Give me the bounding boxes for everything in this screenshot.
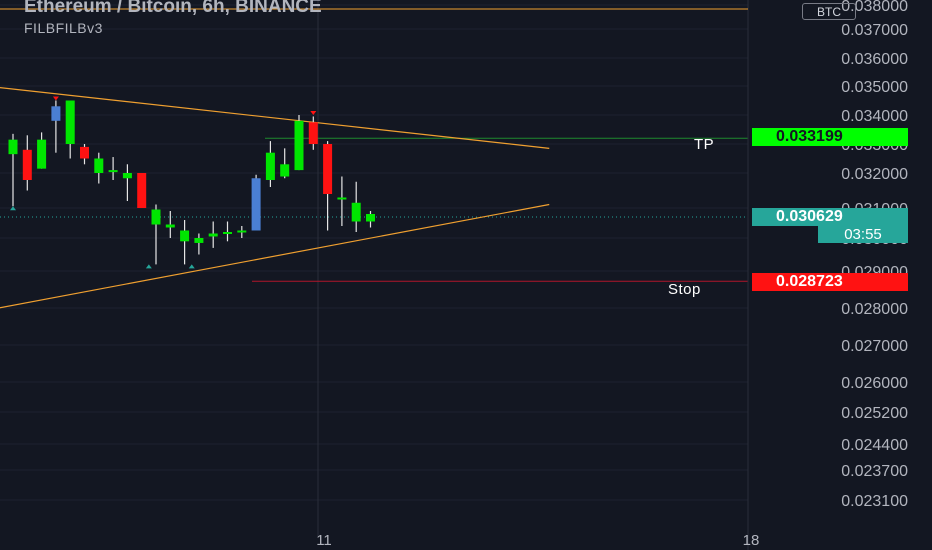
pivot-marker — [145, 264, 152, 269]
tp-label: TP — [694, 136, 715, 153]
candle-body — [94, 158, 104, 173]
candle-body — [308, 122, 318, 144]
grid-lines — [0, 0, 748, 536]
price-tick-label: 0.028000 — [841, 301, 908, 318]
candle-body — [122, 173, 132, 179]
price-tick-label: 0.038000 — [841, 0, 908, 15]
price-axis-labels: 0.038000 0.037000 0.036000 0.035000 0.034000… — [841, 0, 908, 510]
price-tick-label: 0.024400 — [841, 437, 908, 454]
price-tick-label: 0.034000 — [841, 108, 908, 125]
candle-body — [265, 152, 275, 180]
price-tick-label: 0.025200 — [841, 405, 908, 422]
candle-body — [366, 214, 375, 222]
candle-body — [251, 178, 261, 231]
trendline — [0, 86, 550, 149]
candle-body — [351, 202, 361, 222]
time-axis-labels: 11 18 — [316, 532, 759, 549]
candle-body — [51, 106, 61, 121]
candle-body — [194, 238, 204, 243]
price-tick-label: 0.036000 — [841, 51, 908, 68]
stop-label: Stop — [668, 281, 701, 298]
pivot-marker — [310, 111, 317, 115]
price-tick-label: 0.035000 — [841, 79, 908, 96]
candle-body — [151, 209, 161, 225]
price-levels — [0, 137, 748, 282]
price-tick-label: 0.023100 — [841, 493, 908, 510]
candle-body — [294, 120, 304, 171]
candle-body — [337, 197, 347, 200]
candle-body — [65, 100, 75, 144]
triangle-trendlines — [0, 86, 550, 309]
last-price-tag: 0.030629 — [752, 208, 908, 226]
candle-body — [37, 139, 47, 169]
candle-body — [237, 230, 247, 233]
price-tick-label: 0.032000 — [841, 166, 908, 183]
pivot-marker — [52, 96, 59, 101]
pivot-marker — [188, 264, 195, 269]
candle-body — [280, 164, 290, 177]
price-tick-label: 0.027000 — [841, 338, 908, 355]
price-tick-label: 0.037000 — [841, 22, 908, 39]
candle-body — [223, 232, 232, 234]
candle-body — [108, 170, 118, 173]
candle-body — [323, 144, 333, 194]
bar-countdown: 03:55 — [818, 226, 908, 243]
candle-body — [22, 149, 32, 180]
candle-body — [165, 224, 175, 228]
candle-body — [80, 146, 89, 159]
candle-body — [8, 139, 18, 155]
pivot-marker — [10, 206, 16, 211]
time-tick-label: 11 — [316, 532, 332, 549]
price-tick-label: 0.026000 — [841, 375, 908, 392]
candle-body — [208, 233, 218, 237]
indicator-name: FILBFILBv3 — [24, 20, 103, 36]
stop-price-tag: 0.028723 — [752, 273, 908, 291]
currency-badge[interactable]: BTC — [802, 3, 856, 20]
candles — [8, 96, 375, 269]
chart-title: Ethereum / Bitcoin, 6h, BINANCE — [24, 0, 322, 17]
time-tick-label: 18 — [743, 532, 760, 549]
candle-body — [180, 230, 190, 242]
trendline — [0, 203, 550, 309]
candle-body — [137, 173, 147, 208]
price-tick-label: 0.023700 — [841, 463, 908, 480]
tp-price-tag: 0.033199 — [752, 128, 908, 146]
